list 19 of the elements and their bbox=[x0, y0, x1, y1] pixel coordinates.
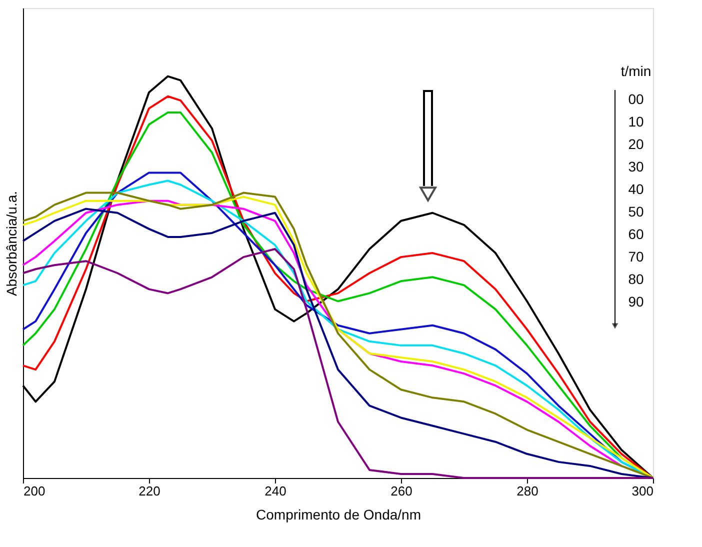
annotation: 60 bbox=[628, 226, 644, 242]
annotation: 70 bbox=[628, 248, 644, 264]
x-axis-title: Comprimento de Onda/nm bbox=[256, 506, 421, 522]
x-tick-label: 260 bbox=[390, 484, 412, 498]
x-tick-label: 240 bbox=[264, 484, 286, 498]
annotation: 50 bbox=[628, 204, 644, 220]
annotation: 90 bbox=[628, 294, 644, 310]
annotation: t/min bbox=[620, 63, 652, 79]
annotation: 10 bbox=[628, 114, 644, 130]
x-tick-label: 300 bbox=[632, 484, 654, 498]
x-tick-label: 220 bbox=[138, 484, 160, 498]
annotation: 20 bbox=[628, 136, 644, 152]
annotation: 80 bbox=[628, 271, 644, 287]
annotation: 30 bbox=[628, 158, 644, 174]
x-tick-label: 280 bbox=[516, 484, 538, 498]
x-tick-label: 200 bbox=[24, 484, 46, 498]
annotation: 40 bbox=[628, 181, 644, 197]
y-axis-title: Absorbância/u.a. bbox=[4, 190, 20, 296]
annotation: 00 bbox=[628, 91, 644, 107]
